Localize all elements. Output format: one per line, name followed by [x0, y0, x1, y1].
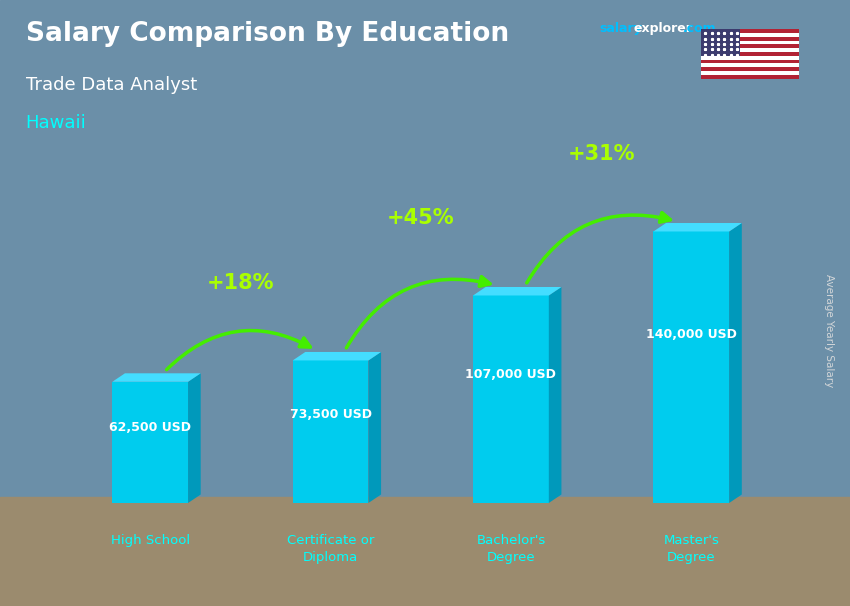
Bar	[701, 56, 799, 59]
Polygon shape	[549, 287, 562, 503]
Text: .com: .com	[683, 22, 717, 35]
Text: Certificate or
Diploma: Certificate or Diploma	[287, 533, 374, 564]
Text: +31%: +31%	[567, 144, 635, 164]
Text: 62,500 USD: 62,500 USD	[109, 421, 191, 435]
Bar	[112, 382, 188, 503]
Bar	[0, 497, 850, 606]
Text: salary: salary	[599, 22, 642, 35]
Bar	[701, 52, 799, 56]
Text: Salary Comparison By Education: Salary Comparison By Education	[26, 21, 508, 47]
Bar	[701, 75, 799, 79]
Text: explorer: explorer	[633, 22, 692, 35]
Polygon shape	[729, 223, 742, 503]
Text: Average Yearly Salary: Average Yearly Salary	[824, 274, 834, 387]
Text: +18%: +18%	[207, 273, 275, 293]
Bar	[701, 37, 799, 41]
Bar	[701, 41, 799, 44]
Text: Bachelor's
Degree: Bachelor's Degree	[476, 533, 546, 564]
Bar	[701, 44, 799, 48]
Bar	[701, 59, 799, 64]
Polygon shape	[654, 223, 742, 231]
Bar	[473, 296, 549, 503]
Bar	[292, 361, 368, 503]
Polygon shape	[473, 287, 562, 296]
Text: +45%: +45%	[387, 208, 455, 228]
Text: Master's
Degree: Master's Degree	[663, 533, 719, 564]
Text: 107,000 USD: 107,000 USD	[466, 368, 557, 381]
Polygon shape	[112, 373, 201, 382]
Bar	[701, 71, 799, 75]
Text: 73,500 USD: 73,500 USD	[290, 408, 371, 421]
Bar	[701, 67, 799, 71]
Text: Hawaii: Hawaii	[26, 114, 86, 132]
Polygon shape	[292, 352, 381, 361]
Bar	[654, 231, 729, 503]
Polygon shape	[188, 373, 201, 503]
Bar	[701, 33, 799, 37]
Bar	[701, 29, 799, 33]
Bar	[701, 64, 799, 67]
Text: High School: High School	[110, 533, 190, 547]
Bar	[701, 29, 740, 56]
Text: Trade Data Analyst: Trade Data Analyst	[26, 76, 196, 94]
Polygon shape	[368, 352, 381, 503]
Bar	[701, 48, 799, 52]
Text: 140,000 USD: 140,000 USD	[646, 328, 737, 341]
